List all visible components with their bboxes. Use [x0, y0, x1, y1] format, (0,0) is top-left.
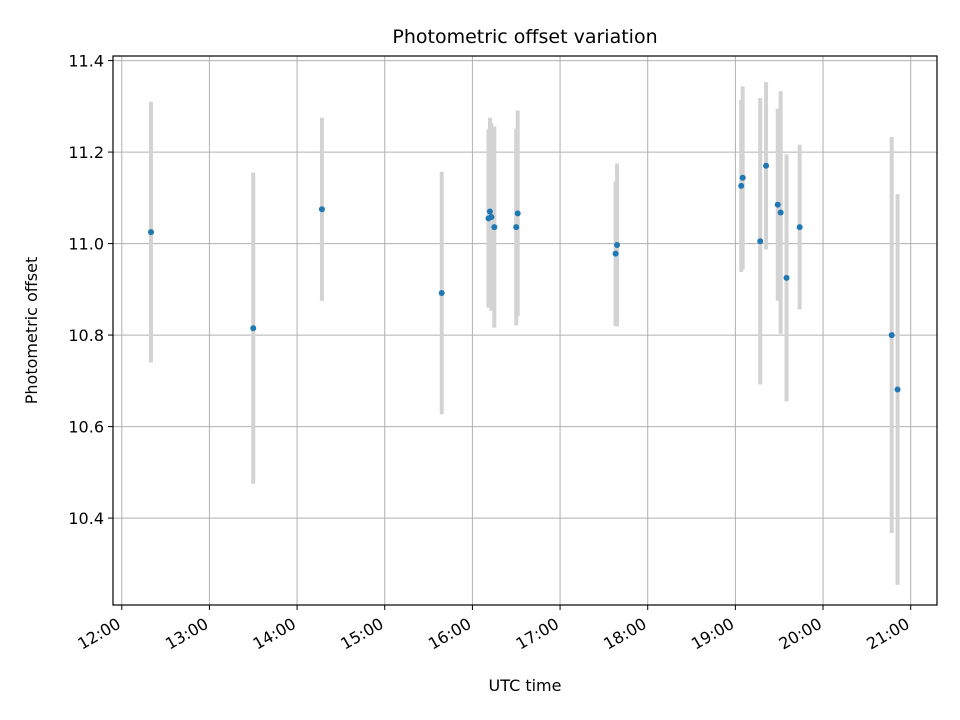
data-point [250, 325, 257, 332]
data-point [513, 224, 520, 231]
data-point [777, 209, 784, 216]
data-point [614, 241, 621, 248]
y-tick-label: 10.6 [68, 418, 104, 437]
data-point [486, 208, 493, 215]
data-points [147, 162, 901, 393]
data-point [491, 224, 498, 231]
plot-frame [112, 55, 938, 606]
data-point [739, 174, 746, 181]
y-tick-label: 10.4 [68, 509, 104, 528]
data-point [783, 274, 790, 281]
data-point [894, 386, 901, 393]
data-point [763, 162, 770, 169]
x-axis-label: UTC time [489, 676, 562, 695]
data-point [514, 210, 521, 217]
data-point [488, 214, 495, 221]
y-tick-label: 11.4 [68, 52, 104, 71]
data-point [738, 182, 745, 189]
data-point [774, 201, 781, 208]
y-axis-label: Photometric offset [22, 257, 41, 405]
chart-title: Photometric offset variation [392, 26, 657, 48]
y-tick-label: 11.2 [68, 143, 104, 162]
data-point [318, 206, 325, 213]
data-point [796, 224, 803, 231]
data-point [147, 229, 154, 236]
data-point [757, 238, 764, 245]
data-point [438, 289, 445, 296]
y-tick-label: 10.8 [68, 326, 104, 345]
data-point [612, 250, 619, 257]
data-point [888, 332, 895, 339]
y-tick-label: 11.0 [68, 235, 104, 254]
